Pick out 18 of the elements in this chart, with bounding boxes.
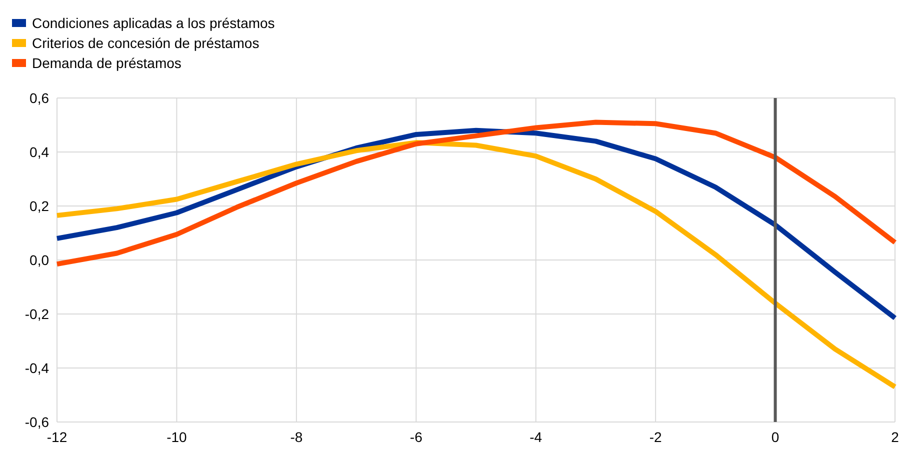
legend-label: Demanda de préstamos	[32, 54, 182, 71]
y-tick-label: -0,2	[24, 306, 50, 322]
x-tick-label: -10	[166, 429, 188, 445]
x-tick-label: -2	[649, 429, 662, 445]
x-tick-label: -8	[290, 429, 303, 445]
y-tick-label: 0,6	[30, 90, 50, 106]
y-tick-label: -0,4	[24, 360, 50, 376]
x-tick-label: -6	[410, 429, 423, 445]
x-tick-label: 0	[771, 429, 780, 445]
y-tick-label: 0,0	[30, 252, 50, 268]
y-tick-label: 0,2	[30, 198, 50, 214]
x-tick-label: -12	[46, 429, 68, 445]
y-tick-label: 0,4	[30, 144, 50, 160]
x-tick-label: 2	[891, 429, 900, 445]
legend-label: Condiciones aplicadas a los préstamos	[32, 14, 275, 31]
legend-label: Criterios de concesión de préstamos	[32, 34, 260, 51]
x-tick-label: -4	[530, 429, 542, 445]
y-tick-label: -0,6	[24, 414, 50, 430]
